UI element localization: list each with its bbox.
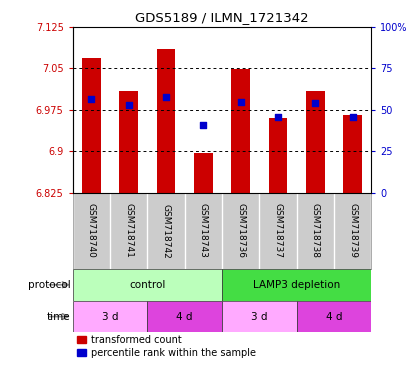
Bar (344, 116, 362, 193)
Bar (222, 269, 371, 301)
Text: GSM718739: GSM718739 (348, 204, 357, 258)
Text: control: control (129, 280, 166, 290)
Text: GSM718740: GSM718740 (87, 204, 96, 258)
Point (163, 94, 169, 100)
Point (125, 103, 132, 109)
Bar (157, 49, 176, 193)
Bar (232, 70, 250, 193)
Point (200, 122, 207, 128)
Text: GSM718743: GSM718743 (199, 204, 208, 258)
Text: time: time (47, 311, 71, 321)
Bar (306, 91, 325, 193)
Point (349, 113, 356, 119)
Text: 3 d: 3 d (251, 311, 268, 321)
Text: GSM718736: GSM718736 (236, 204, 245, 258)
Bar (73, 301, 147, 333)
Bar (269, 118, 288, 193)
Point (312, 100, 319, 106)
Text: protocol: protocol (28, 280, 71, 290)
Bar (194, 152, 213, 193)
Bar (82, 58, 101, 193)
Text: LAMP3 depletion: LAMP3 depletion (253, 280, 340, 290)
Text: 4 d: 4 d (326, 311, 342, 321)
Title: GDS5189 / ILMN_1721342: GDS5189 / ILMN_1721342 (135, 11, 309, 24)
Bar (147, 301, 222, 333)
Bar (222, 301, 297, 333)
Bar (297, 301, 371, 333)
Text: GSM718742: GSM718742 (161, 204, 171, 258)
Text: GSM718741: GSM718741 (124, 204, 133, 258)
Point (88, 96, 95, 102)
Text: GSM718738: GSM718738 (311, 204, 320, 258)
Legend: transformed count, percentile rank within the sample: transformed count, percentile rank withi… (78, 335, 256, 358)
Point (275, 114, 281, 120)
Bar (120, 91, 138, 193)
Bar (73, 269, 222, 301)
Text: 3 d: 3 d (102, 311, 118, 321)
Point (237, 99, 244, 105)
Text: GSM718737: GSM718737 (273, 204, 283, 258)
Text: 4 d: 4 d (176, 311, 193, 321)
